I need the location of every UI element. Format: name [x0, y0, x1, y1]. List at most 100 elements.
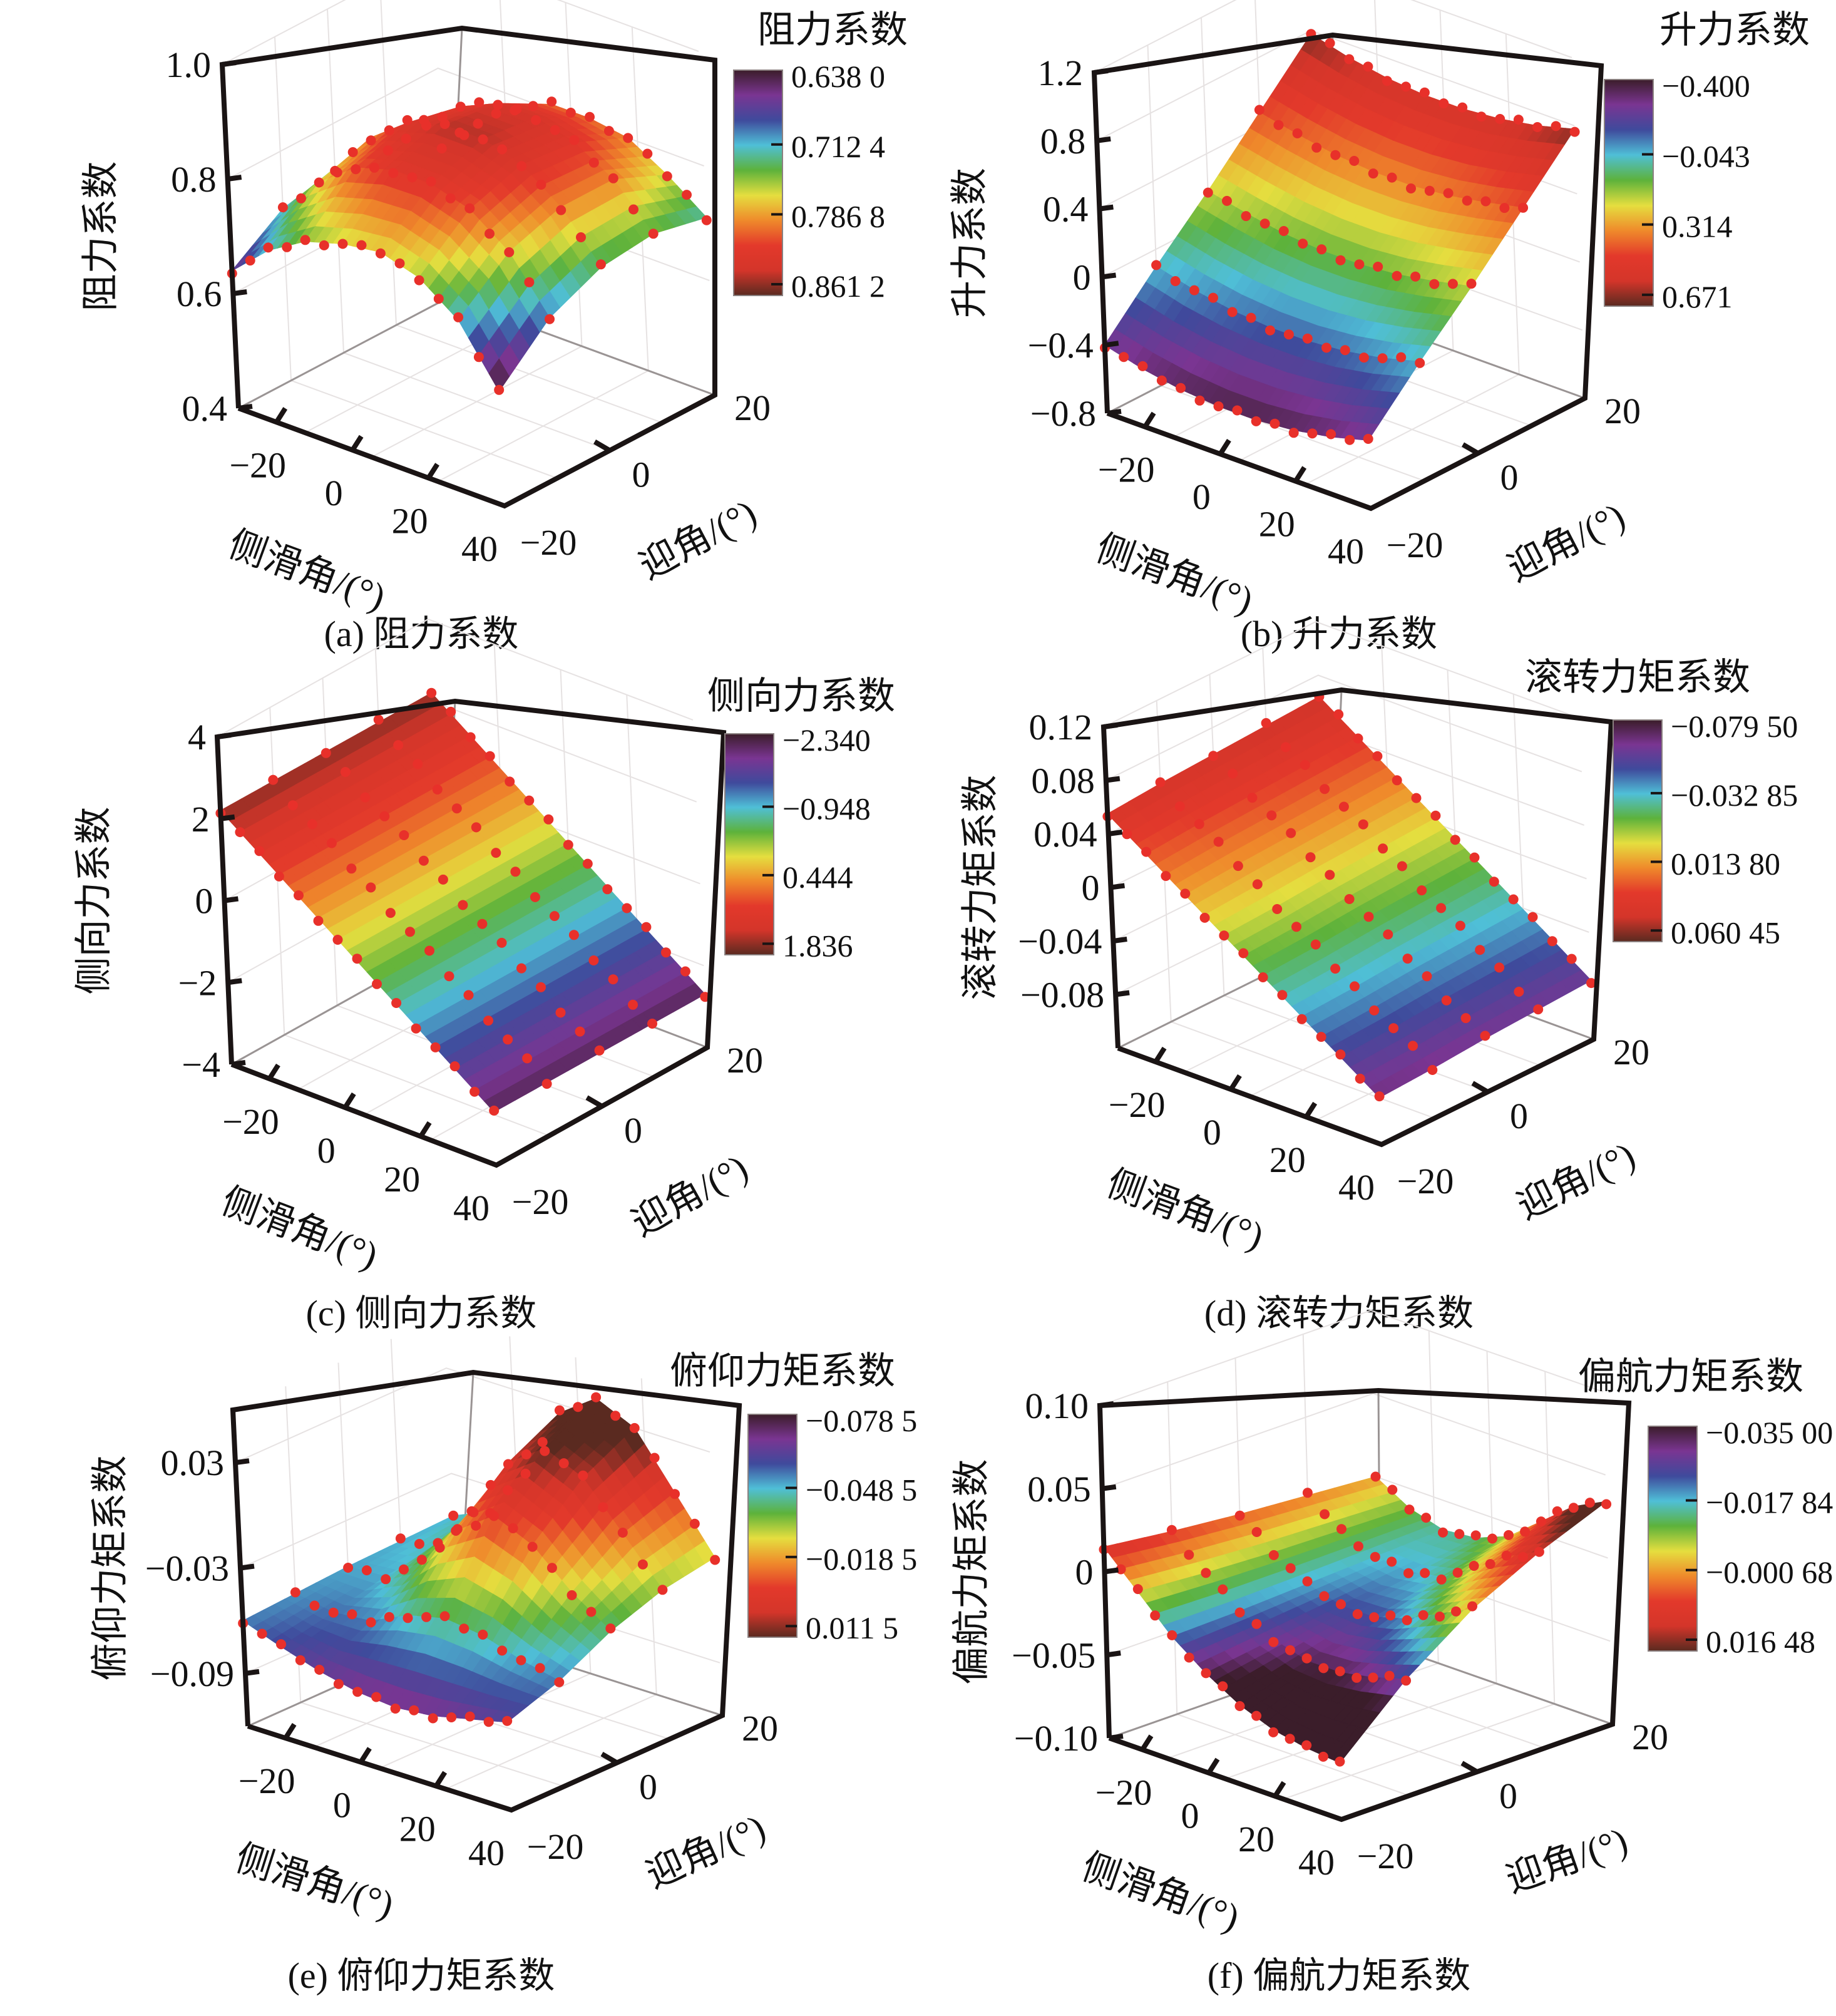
z-axis-label: 阻力系数 — [80, 162, 121, 312]
sample-point — [510, 867, 521, 877]
sample-point — [465, 732, 476, 743]
sample-point — [1430, 810, 1441, 821]
z-tick — [1115, 990, 1130, 997]
sample-points — [1102, 691, 1596, 1102]
sample-point — [1536, 1516, 1546, 1527]
z-axis: −0.09 −0.03 0.03 — [145, 1443, 260, 1694]
sample-point — [313, 915, 324, 926]
sample-point — [1180, 888, 1191, 899]
sample-point — [1514, 987, 1524, 997]
x-tick-label: 40 — [1338, 1167, 1375, 1208]
x-tick-label: 40 — [461, 528, 498, 569]
x-tick — [418, 1121, 432, 1138]
sample-point — [1368, 1672, 1378, 1683]
chart-panel-f: −0.10 −0.05 0 0.05 0.10 偏航力矩系数 −20 0 20 40 侧滑角/(°)… — [918, 1309, 1835, 2016]
sample-point — [421, 1612, 432, 1622]
sample-point — [1363, 434, 1373, 444]
sample-point — [541, 1079, 552, 1089]
sample-point — [1280, 742, 1291, 753]
sample-point — [439, 1611, 450, 1622]
sample-point — [502, 1715, 513, 1726]
sample-point — [1189, 285, 1199, 296]
sample-point — [588, 955, 599, 965]
sample-point — [418, 855, 429, 866]
sample-point — [1349, 156, 1360, 166]
sample-point — [464, 203, 475, 213]
sample-points — [215, 687, 710, 1116]
sample-point — [576, 232, 586, 242]
chart-panel-e: −0.09 −0.03 0.03 俯仰力矩系数 −20 0 20 40 侧滑角/(°) −20 0 2… — [0, 1336, 918, 2016]
surface-mesh — [1104, 33, 1576, 441]
y-tick-label: 20 — [727, 1040, 763, 1081]
sample-point — [1288, 428, 1299, 438]
colorbar-tick-label: 0.011 5 — [806, 1610, 898, 1645]
sample-point — [235, 827, 245, 838]
sample-point — [384, 1612, 394, 1622]
y-tick-label: 0 — [1499, 1776, 1517, 1816]
colorbar-tick-label: 0.638 0 — [791, 59, 885, 94]
sample-point — [453, 312, 464, 322]
sample-point — [438, 874, 448, 885]
y-tick — [1461, 442, 1480, 456]
sample-point — [1199, 912, 1210, 923]
y-axis: −20 0 20 — [1397, 1032, 1649, 1201]
sample-point — [1353, 1541, 1363, 1551]
sample-point — [657, 1585, 668, 1595]
sample-point — [1330, 964, 1341, 974]
y-axis-label: 迎角/(°) — [1501, 495, 1632, 589]
z-tick — [227, 978, 242, 985]
sample-point — [1246, 312, 1256, 323]
sample-point — [413, 759, 423, 769]
colorbar-tick-label: −0.035 00 — [1706, 1415, 1833, 1450]
sample-point — [1234, 1701, 1245, 1711]
sample-point — [1285, 1563, 1296, 1573]
sample-point — [319, 240, 329, 250]
chart-panel-d: −0.08 −0.04 0 0.04 0.08 0.12 滚转力矩系数 −20 0 20 40 侧滑角… — [918, 620, 1835, 1346]
sample-point — [531, 115, 541, 125]
sample-point — [1480, 1031, 1490, 1041]
sample-point — [530, 892, 540, 902]
sample-point — [1307, 428, 1318, 439]
sample-point — [394, 258, 405, 269]
sample-point — [563, 840, 573, 850]
y-tick-label: 0 — [1500, 457, 1519, 498]
x-tick — [1229, 1074, 1242, 1091]
sample-point — [1385, 1610, 1396, 1621]
sample-point — [545, 314, 555, 324]
y-axis: −20 0 20 — [1357, 1717, 1668, 1876]
sample-point — [1441, 995, 1452, 1005]
y-axis: −20 0 20 — [527, 1708, 778, 1867]
sample-point — [1254, 105, 1264, 115]
sample-point — [510, 105, 520, 116]
sample-point — [390, 1704, 401, 1714]
sample-point — [1400, 81, 1411, 92]
sample-point — [1517, 1551, 1528, 1562]
sample-point — [497, 1645, 508, 1656]
sample-point — [451, 803, 462, 814]
z-tick — [227, 175, 242, 182]
x-tick-label: 20 — [1238, 1819, 1274, 1859]
colorbar-gradient — [747, 1414, 797, 1638]
sample-point — [1352, 1609, 1363, 1620]
sample-point — [1291, 922, 1301, 932]
sample-point — [1340, 345, 1350, 356]
sample-point — [1326, 429, 1336, 440]
sample-point — [628, 999, 638, 1010]
sample-point — [356, 240, 367, 250]
z-tick-label: −0.09 — [150, 1653, 234, 1694]
sample-point — [682, 190, 692, 200]
surface-mesh — [1103, 1476, 1607, 1764]
x-tick — [1142, 411, 1156, 428]
sample-point — [277, 202, 288, 213]
sample-point — [504, 247, 515, 257]
sample-point — [384, 125, 394, 136]
sample-point — [263, 242, 274, 253]
z-tick — [1106, 1650, 1121, 1658]
sample-point — [701, 215, 712, 225]
sample-point — [647, 1019, 657, 1029]
sample-point — [366, 1617, 376, 1628]
sample-point — [1480, 196, 1491, 207]
colorbar-tick-label: 0.016 48 — [1706, 1624, 1815, 1659]
colorbar-title: 滚转力矩系数 — [1525, 657, 1750, 698]
